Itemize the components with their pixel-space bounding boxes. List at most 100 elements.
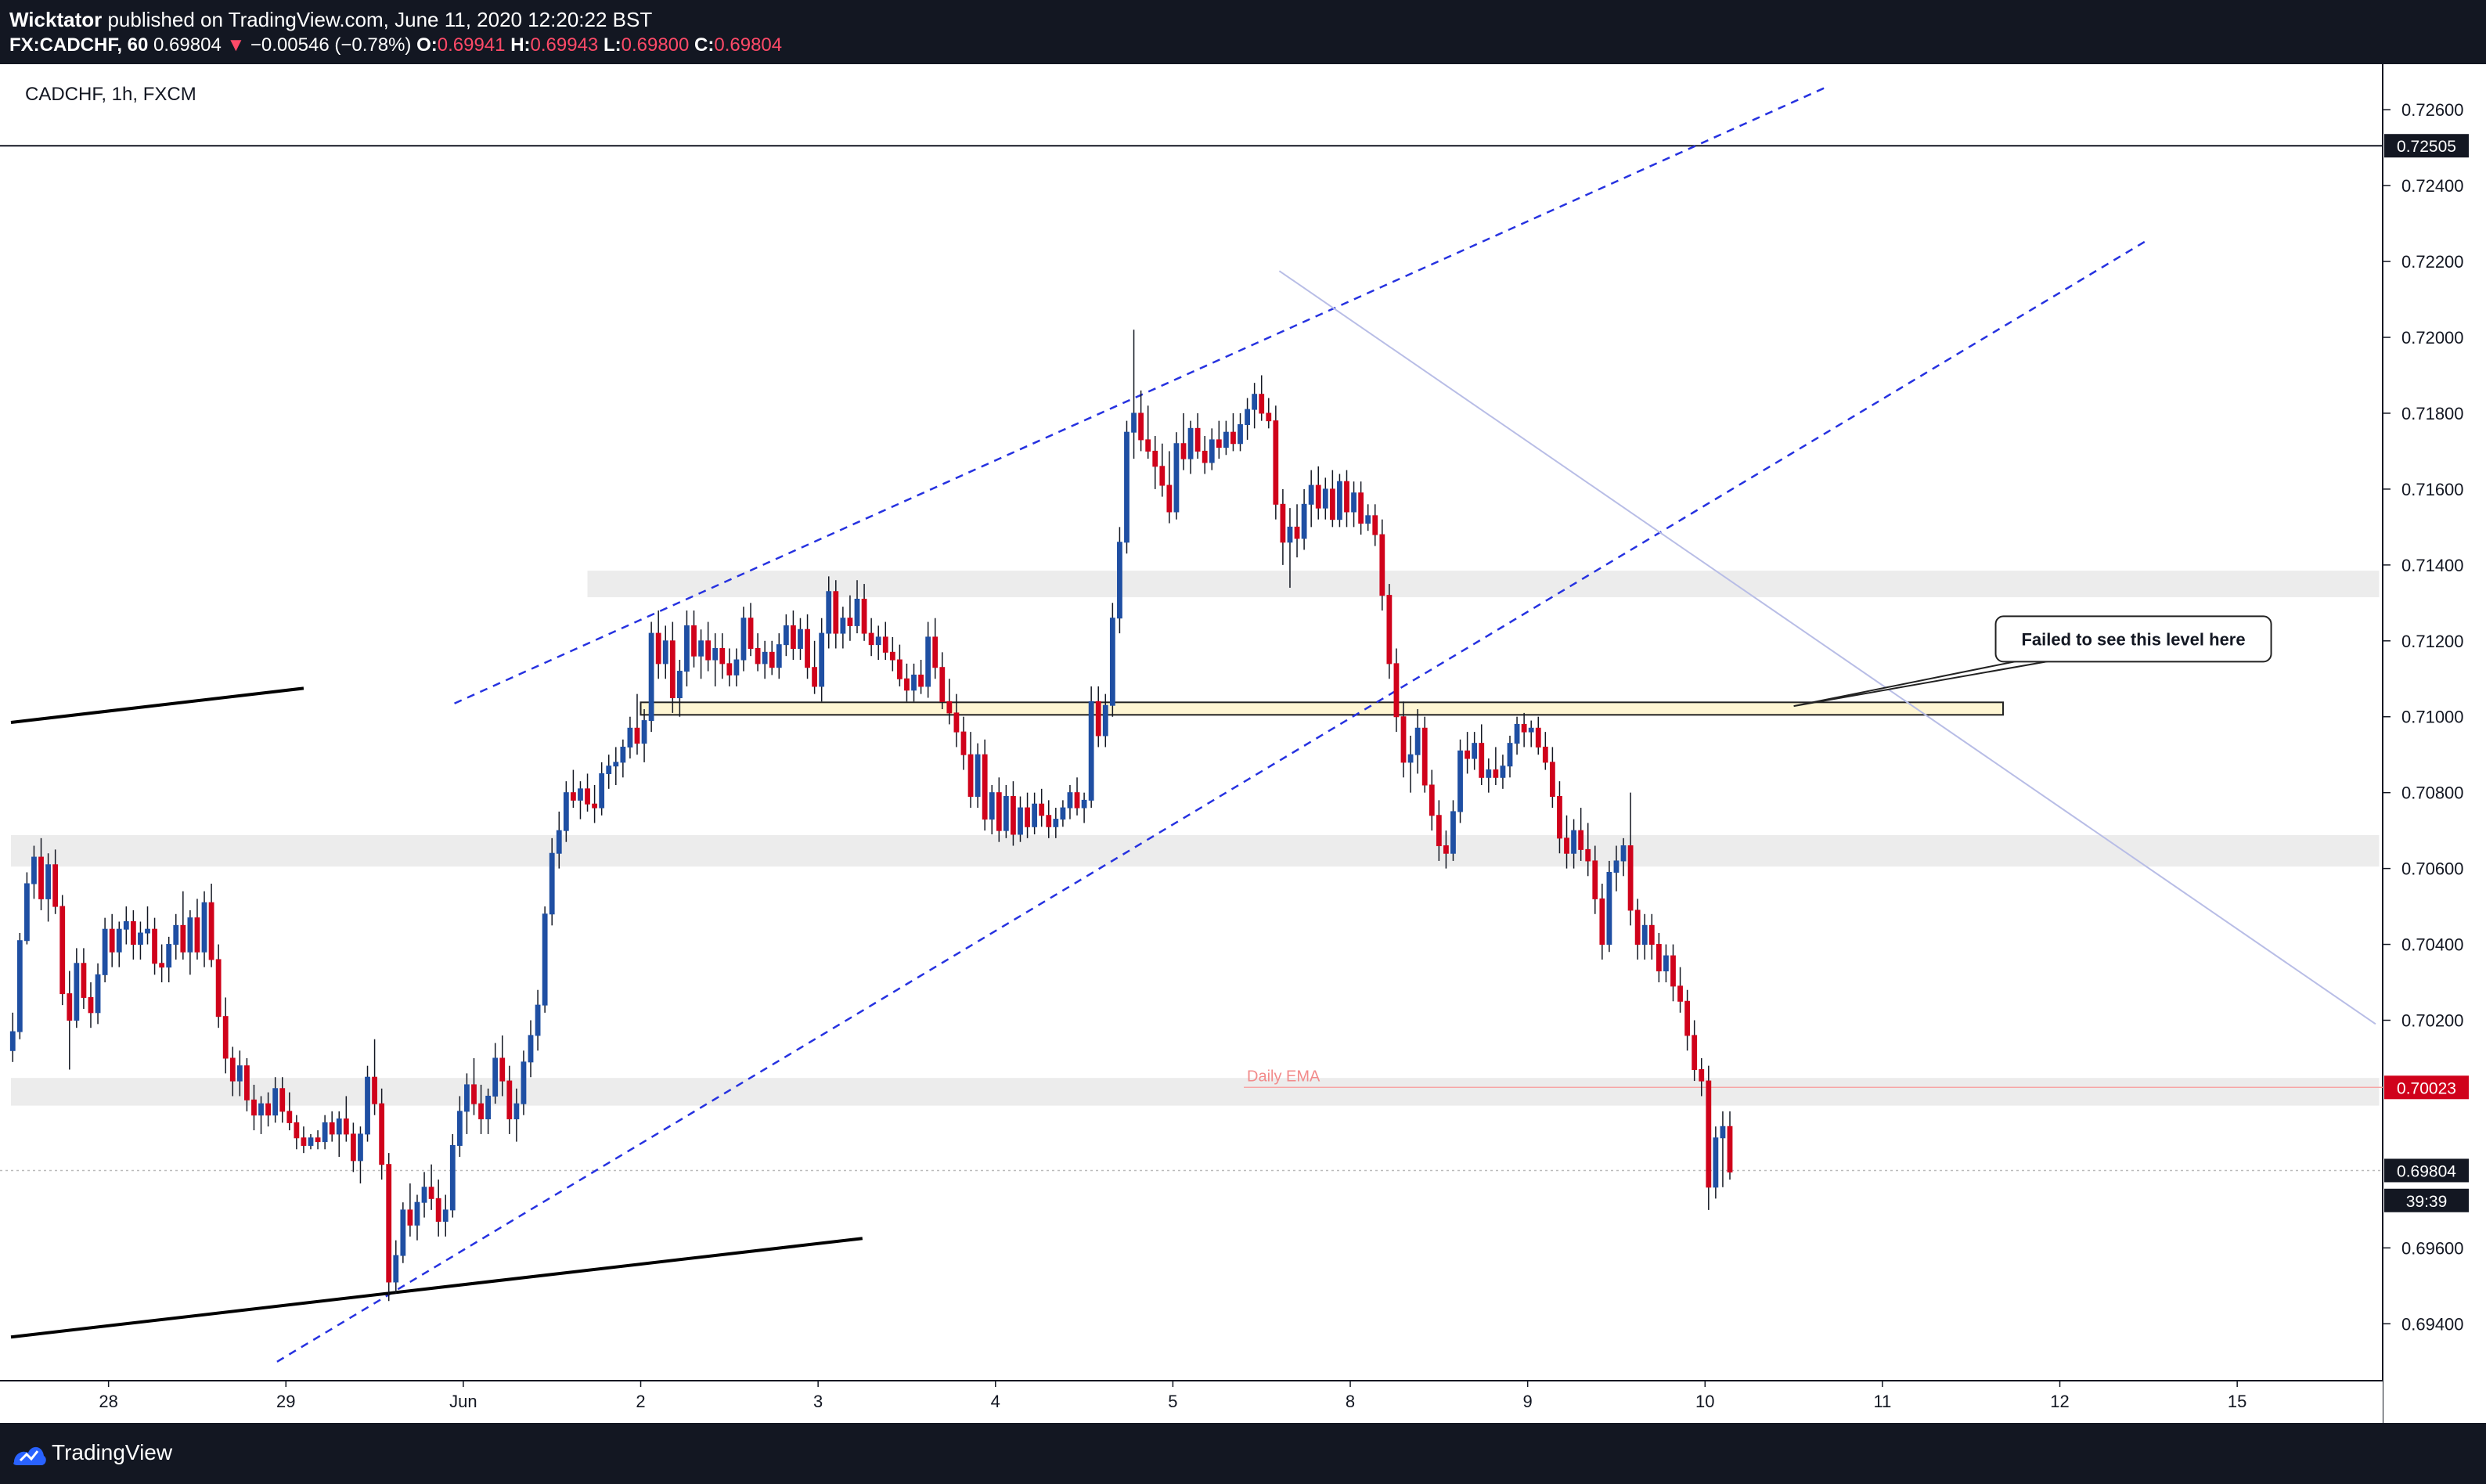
candle-body [733, 659, 740, 675]
price-axis[interactable]: 0.72600 0.72400 0.72200 0.72000 0.71800 0.716… [2383, 100, 2464, 1334]
candle-body [1067, 792, 1073, 809]
open-label: O: [416, 34, 438, 56]
price-tick-label: 0.70200 [2401, 1011, 2464, 1031]
time-axis[interactable]: 28 29 Jun 2 3 4 5 8 9 10 11 12 15 [99, 1381, 2246, 1411]
candle-body [308, 1137, 314, 1146]
candle-body [152, 928, 157, 964]
candle-body [350, 1133, 356, 1162]
candle-body [960, 731, 967, 755]
tradingview-brand[interactable]: TradingView [52, 1440, 173, 1464]
candle-body [705, 640, 712, 661]
time-tick-label: 8 [1346, 1392, 1355, 1411]
candle-body [776, 644, 782, 668]
candle-body [946, 701, 953, 714]
tradingview-logo-icon[interactable] [9, 1439, 47, 1472]
symbol-info: FX:CADCHF, 60 0.69804 ▼ −0.00546 (−0.78%… [9, 34, 782, 56]
candle-body [1613, 860, 1620, 873]
candle-body [322, 1122, 328, 1143]
candle-body [1287, 526, 1293, 543]
candlesticks [9, 330, 1733, 1302]
candle-body [1365, 515, 1371, 524]
candle-body [166, 944, 172, 968]
price-tick-label: 0.71400 [2401, 556, 2464, 575]
candle-body [896, 659, 903, 679]
candle-body [1088, 701, 1094, 801]
price-label-text: 0.70023 [2397, 1079, 2456, 1097]
candle-body [9, 1031, 16, 1051]
candle-body [1641, 924, 1648, 946]
candle-body [95, 974, 101, 1014]
candle-body [386, 1164, 392, 1283]
candle-body [1329, 488, 1335, 520]
candle-body [812, 667, 818, 687]
close-label: C: [694, 34, 715, 56]
candle-body [563, 792, 569, 831]
candle-body [365, 1076, 370, 1135]
candle-body [1230, 431, 1236, 445]
candle-body [329, 1122, 335, 1135]
candle-body [535, 1004, 541, 1036]
price-tick-label: 0.69400 [2401, 1314, 2464, 1334]
candle-body [1202, 450, 1208, 463]
candle-body [1713, 1137, 1719, 1188]
candle-body [627, 727, 633, 748]
candle-body [1479, 743, 1485, 778]
candle-body [1670, 955, 1676, 987]
candle-body [272, 1088, 279, 1116]
callout-text: Failed to see this level here [2021, 629, 2245, 649]
time-tick-label: 28 [99, 1392, 117, 1411]
candle-body [1493, 769, 1499, 778]
close-value: 0.69804 [714, 34, 783, 56]
candle-body [1003, 796, 1009, 831]
candle-body [279, 1088, 286, 1112]
candle-body [478, 1103, 484, 1120]
candle-body [783, 625, 789, 646]
candle-body [1549, 762, 1555, 798]
candle-body [180, 924, 186, 953]
chart[interactable]: CADCHF, 1h, FXCM Daily EMA Failed to see… [0, 64, 2486, 1423]
candle-body [521, 1061, 527, 1104]
candle-body [1308, 484, 1314, 505]
candle-body [691, 625, 697, 657]
candle-body [1557, 796, 1562, 839]
candle-body [578, 788, 583, 801]
candle-body [662, 640, 668, 665]
candle-body [528, 1035, 534, 1063]
candle-body [187, 917, 193, 953]
candle-body [130, 920, 136, 946]
candle-body [294, 1122, 300, 1139]
level-box [640, 701, 2005, 716]
candle-body [953, 712, 960, 733]
candle-body [1429, 784, 1435, 816]
candle-body [400, 1209, 406, 1256]
candle-body [81, 963, 87, 998]
price-change: −0.00546 (−0.78%) [250, 34, 412, 56]
candle-body [1315, 484, 1321, 509]
candle-body [372, 1076, 377, 1104]
candle-body [1620, 845, 1627, 862]
candle-body [88, 996, 94, 1014]
candle-body [358, 1133, 363, 1162]
publisher-name[interactable]: Wicktator [9, 8, 103, 31]
candle-body [1025, 807, 1030, 827]
candle-body [719, 647, 726, 665]
candle-body [1159, 466, 1166, 486]
candle-body [556, 830, 562, 854]
candle-body [499, 1057, 506, 1082]
candle-body [1677, 985, 1683, 1002]
candle-body [428, 1187, 434, 1199]
price-tick-label: 0.71000 [2401, 708, 2464, 727]
candle-body [791, 625, 796, 649]
candle-body [1294, 526, 1300, 539]
time-tick-label: 12 [2050, 1392, 2069, 1411]
candle-body [1166, 484, 1173, 513]
candle-body [1245, 409, 1250, 425]
candle-body [684, 625, 690, 672]
candle-body [641, 720, 647, 744]
candle-body [123, 920, 129, 930]
price-tick-label: 0.71800 [2401, 404, 2464, 423]
candle-body [769, 651, 775, 668]
candle-body [336, 1118, 342, 1135]
candle-body [471, 1084, 477, 1104]
candle-body [918, 674, 924, 687]
